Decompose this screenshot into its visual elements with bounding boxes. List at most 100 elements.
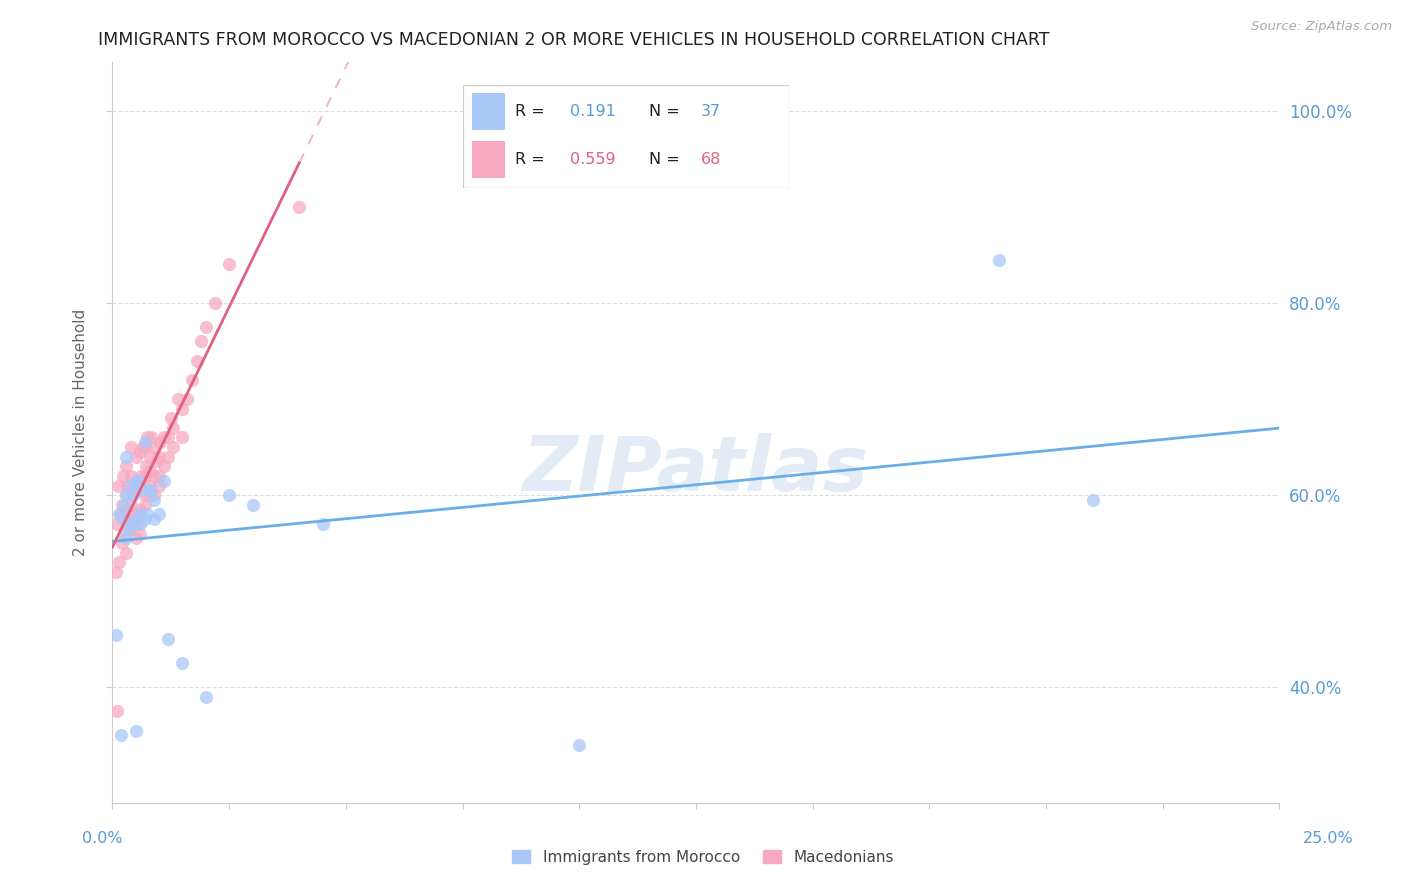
Point — [204, 295, 226, 310]
Point — [180, 373, 202, 387]
Point — [194, 319, 217, 334]
Point — [129, 516, 152, 531]
Point — [568, 738, 591, 752]
Point — [143, 492, 166, 507]
Point — [108, 556, 131, 570]
Point — [129, 474, 152, 488]
Point — [105, 627, 128, 641]
Point — [122, 488, 145, 502]
Point — [105, 516, 128, 531]
Point — [112, 526, 135, 541]
Point — [139, 430, 162, 444]
Point — [143, 488, 166, 502]
Point — [111, 498, 134, 512]
Point — [108, 508, 131, 522]
Point — [131, 469, 153, 483]
Point — [157, 632, 180, 647]
Point — [112, 498, 135, 512]
Point — [111, 512, 134, 526]
Point — [139, 450, 162, 464]
Point — [157, 430, 180, 444]
Y-axis label: 2 or more Vehicles in Household: 2 or more Vehicles in Household — [73, 309, 89, 557]
Point — [186, 353, 208, 368]
Point — [148, 469, 170, 483]
Point — [148, 508, 170, 522]
Point — [115, 532, 138, 546]
Point — [114, 450, 136, 464]
Point — [162, 421, 184, 435]
Point — [110, 729, 132, 743]
Point — [194, 690, 217, 704]
Point — [139, 478, 162, 492]
Point — [122, 483, 145, 498]
Point — [111, 469, 134, 483]
Point — [139, 464, 162, 478]
Point — [176, 392, 198, 406]
Point — [153, 430, 176, 444]
Text: IMMIGRANTS FROM MOROCCO VS MACEDONIAN 2 OR MORE VEHICLES IN HOUSEHOLD CORRELATIO: IMMIGRANTS FROM MOROCCO VS MACEDONIAN 2 … — [98, 31, 1050, 49]
Point — [121, 516, 143, 531]
Point — [135, 459, 157, 474]
Point — [1081, 492, 1104, 507]
Point — [120, 498, 142, 512]
Point — [118, 522, 141, 536]
Point — [125, 512, 148, 526]
Text: ZIPatlas: ZIPatlas — [523, 433, 869, 507]
Point — [125, 450, 148, 464]
Point — [162, 440, 184, 454]
Point — [115, 508, 138, 522]
Point — [172, 657, 194, 671]
Point — [311, 516, 333, 531]
Point — [120, 440, 142, 454]
Point — [107, 478, 129, 492]
Point — [172, 401, 194, 416]
Point — [190, 334, 212, 349]
Point — [129, 445, 152, 459]
Point — [132, 483, 155, 498]
Point — [157, 450, 180, 464]
Point — [149, 435, 172, 450]
Point — [218, 257, 240, 271]
Point — [120, 469, 142, 483]
Point — [153, 459, 176, 474]
Point — [125, 532, 148, 546]
Point — [129, 526, 152, 541]
Point — [143, 469, 166, 483]
Point — [146, 454, 169, 468]
Point — [134, 469, 156, 483]
Point — [118, 522, 141, 536]
Point — [125, 508, 148, 522]
Point — [117, 478, 139, 492]
Point — [125, 474, 148, 488]
Point — [288, 200, 311, 214]
Point — [134, 488, 156, 502]
Point — [139, 488, 162, 502]
Point — [218, 488, 240, 502]
Point — [160, 411, 183, 425]
Point — [166, 392, 188, 406]
Point — [242, 498, 264, 512]
Point — [115, 459, 138, 474]
Point — [110, 508, 132, 522]
Point — [139, 483, 162, 498]
Point — [143, 512, 166, 526]
Text: 25.0%: 25.0% — [1303, 831, 1354, 846]
Point — [125, 478, 148, 492]
Point — [121, 512, 143, 526]
Point — [115, 488, 138, 502]
Point — [148, 450, 170, 464]
Point — [988, 252, 1011, 267]
Point — [134, 512, 156, 526]
Point — [105, 565, 128, 579]
Point — [114, 488, 136, 502]
Text: 0.0%: 0.0% — [83, 831, 122, 846]
Point — [120, 478, 142, 492]
Point — [111, 536, 134, 550]
Point — [153, 474, 176, 488]
Point — [115, 546, 138, 560]
Point — [134, 435, 156, 450]
Point — [136, 430, 159, 444]
Point — [136, 508, 159, 522]
Point — [134, 498, 156, 512]
Point — [139, 483, 162, 498]
